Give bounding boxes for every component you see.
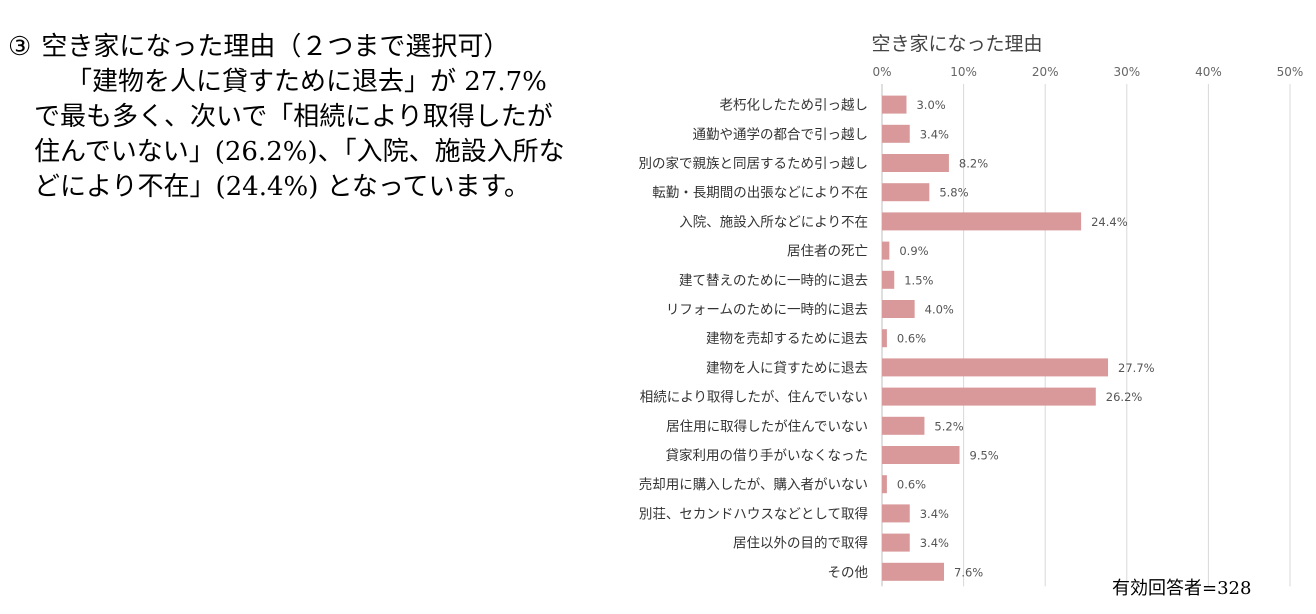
bar bbox=[882, 183, 930, 202]
x-tick-label: 10% bbox=[950, 65, 977, 79]
category-label: 相続により取得したが、住んでいない bbox=[640, 389, 868, 406]
bar bbox=[882, 387, 1096, 406]
bar bbox=[882, 562, 945, 581]
respondent-note: 有効回答者=328 bbox=[1112, 578, 1252, 599]
bar bbox=[882, 504, 910, 523]
bar bbox=[882, 358, 1109, 377]
category-label: その他 bbox=[828, 565, 869, 581]
bar bbox=[882, 95, 907, 114]
value-label: 8.2% bbox=[959, 157, 988, 171]
value-label: 9.5% bbox=[970, 449, 999, 463]
category-label: 老朽化したため引っ越し bbox=[720, 98, 869, 114]
section-heading: ③ 空き家になった理由（２つまで選択可） bbox=[8, 30, 568, 65]
bar bbox=[882, 475, 887, 494]
x-tick-label: 40% bbox=[1195, 65, 1222, 79]
category-labels: 老朽化したため引っ越し通勤や通学の都合で引っ越し別の家で親族と同居するため引っ越… bbox=[639, 98, 869, 581]
bar bbox=[882, 300, 915, 318]
category-label: 別荘、セカンドハウスなどとして取得 bbox=[639, 505, 868, 522]
heading-marker: ③ bbox=[8, 32, 32, 62]
bar bbox=[882, 154, 949, 172]
category-label: 貸家利用の借り手がいなくなった bbox=[666, 447, 869, 464]
value-label: 0.9% bbox=[899, 244, 928, 258]
value-label: 0.6% bbox=[897, 478, 926, 492]
value-label: 7.6% bbox=[954, 565, 983, 579]
category-label: 建て替えのために一時的に退去 bbox=[679, 273, 868, 289]
category-label: 建物を売却するために退去 bbox=[706, 331, 868, 347]
x-tick-label: 50% bbox=[1277, 65, 1304, 79]
description-text: ③ 空き家になった理由（２つまで選択可） 「建物を人に貸すために退去」が 27.… bbox=[8, 30, 568, 205]
summary-text: 「建物を人に貸すために退去」が 27.7% で最も多く、次いで「相続により取得し… bbox=[34, 67, 565, 202]
category-label: 建物を人に貸すために退去 bbox=[706, 360, 868, 376]
value-label: 0.6% bbox=[897, 332, 926, 346]
category-label: 通勤や通学の都合で引っ越し bbox=[693, 127, 869, 143]
value-label: 26.2% bbox=[1106, 390, 1143, 404]
x-axis-ticks: 0% 10% 20% 30% 40% 50% bbox=[872, 65, 1303, 79]
bar bbox=[882, 446, 960, 464]
bars bbox=[882, 95, 1109, 581]
gridlines bbox=[881, 84, 1291, 587]
chart-title: 空き家になった理由 bbox=[871, 33, 1042, 55]
bar bbox=[882, 212, 1082, 231]
bar bbox=[882, 241, 890, 260]
value-label: 5.2% bbox=[934, 419, 963, 433]
value-label: 3.4% bbox=[920, 536, 949, 550]
x-tick-label: 20% bbox=[1032, 65, 1059, 79]
x-tick-label: 30% bbox=[1113, 65, 1140, 79]
x-tick-label: 0% bbox=[872, 65, 891, 79]
value-label: 1.5% bbox=[904, 273, 933, 287]
category-label: 居住者の死亡 bbox=[787, 244, 868, 260]
heading-text: 空き家になった理由（２つまで選択可） bbox=[41, 32, 510, 62]
category-label: 居住用に取得したが住んでいない bbox=[666, 418, 868, 435]
summary-paragraph: 「建物を人に貸すために退去」が 27.7% で最も多く、次いで「相続により取得し… bbox=[8, 65, 568, 205]
bar bbox=[882, 533, 910, 552]
value-labels: 3.0% 3.4% 8.2% 5.8% 24.4% 0.9% 1.5% 4.0% 0.6% 27.… bbox=[897, 98, 1155, 579]
category-label: 別の家で親族と同居するため引っ越し bbox=[639, 155, 869, 172]
value-label: 4.0% bbox=[925, 303, 954, 317]
value-label: 3.4% bbox=[920, 507, 949, 521]
value-label: 3.4% bbox=[920, 127, 949, 141]
category-label: 居住以外の目的で取得 bbox=[733, 535, 868, 552]
bar bbox=[882, 329, 887, 348]
category-label: 転勤・長期間の出張などにより不在 bbox=[652, 185, 868, 201]
category-label: 売却用に購入したが、購入者がいない bbox=[639, 477, 868, 493]
value-label: 24.4% bbox=[1091, 215, 1128, 229]
bar bbox=[882, 416, 925, 435]
value-label: 5.8% bbox=[939, 186, 968, 200]
category-label: リフォームのために一時的に退去 bbox=[666, 302, 868, 318]
bar bbox=[882, 124, 910, 143]
category-label: 入院、施設入所などにより不在 bbox=[679, 214, 868, 230]
value-label: 3.0% bbox=[916, 98, 945, 112]
bar bbox=[882, 270, 895, 289]
value-label: 27.7% bbox=[1118, 361, 1155, 375]
